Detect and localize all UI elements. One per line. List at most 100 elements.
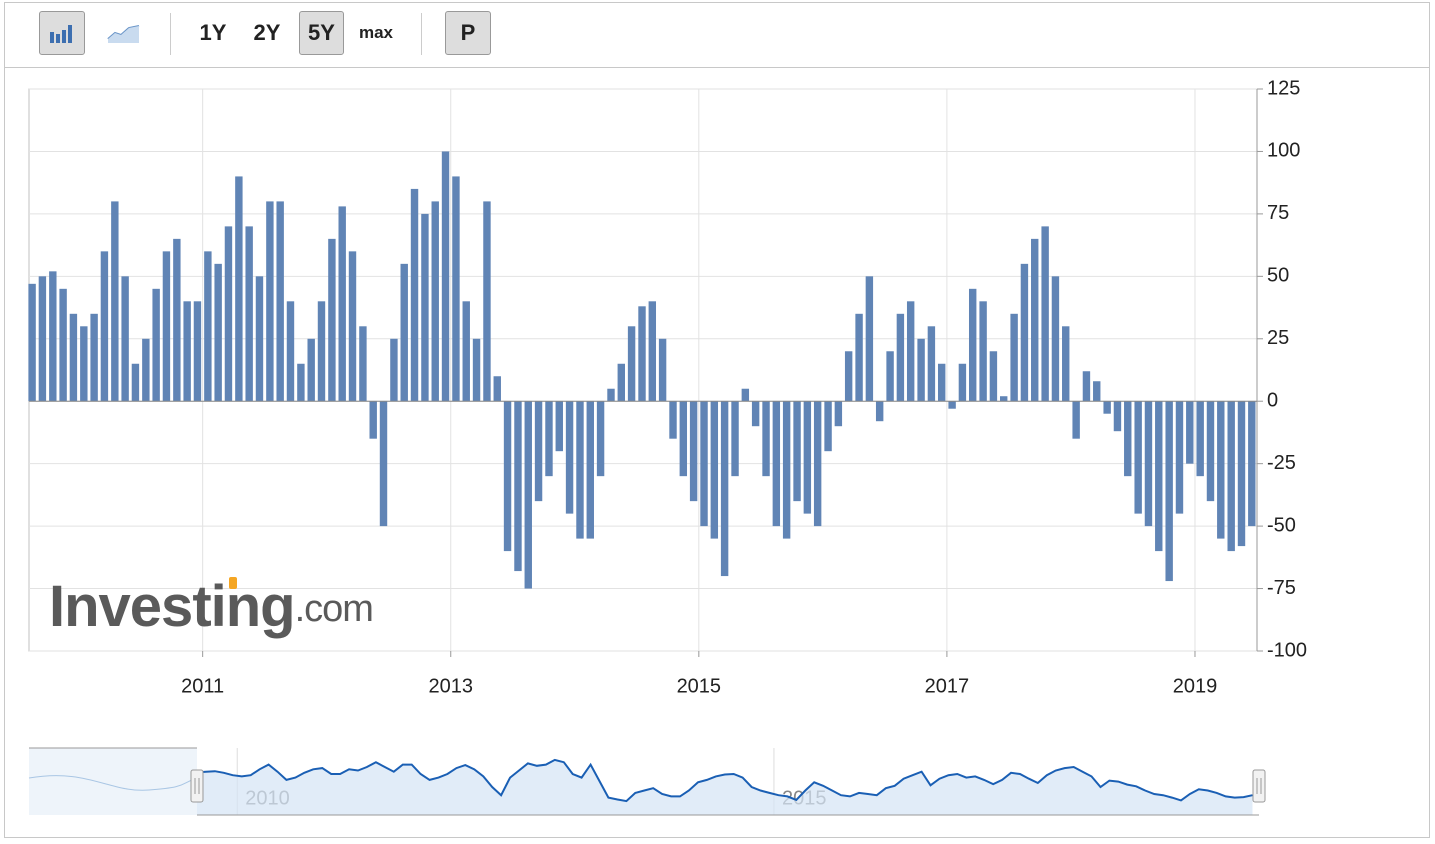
bar [503, 401, 512, 552]
bar [751, 401, 760, 427]
range-button[interactable]: 5Y [299, 11, 344, 55]
bar [1062, 326, 1070, 402]
y-tick-label: 25 [1267, 327, 1289, 349]
bar [131, 363, 140, 402]
bar [111, 201, 119, 402]
bar [441, 151, 450, 402]
bar-chart-button[interactable] [39, 11, 85, 55]
bar [204, 251, 212, 402]
bar [638, 306, 646, 402]
y-tick-label: 0 [1267, 390, 1278, 412]
bar [235, 176, 243, 402]
bar [896, 313, 905, 402]
bar [266, 201, 274, 402]
bar [1103, 401, 1111, 414]
bar [100, 251, 109, 402]
bar [596, 401, 605, 477]
bar [1051, 276, 1060, 402]
bar [514, 401, 522, 572]
x-tick-label: 2017 [925, 675, 970, 697]
bar [865, 276, 874, 402]
bar [379, 401, 388, 527]
range-button[interactable]: P [445, 11, 491, 55]
bar [1000, 396, 1008, 402]
x-tick-label: 2011 [181, 675, 224, 697]
bar [741, 388, 750, 402]
bar [803, 401, 812, 514]
bar [844, 351, 853, 402]
bar [1144, 401, 1153, 527]
bar [917, 338, 925, 402]
bar [669, 401, 677, 439]
bar [1155, 401, 1163, 552]
bar [307, 338, 315, 402]
y-tick-label: -75 [1267, 577, 1296, 599]
bar [555, 401, 563, 452]
line-icon [107, 25, 140, 43]
bar [617, 363, 625, 402]
range-button[interactable]: 2Y [253, 20, 281, 45]
y-tick-label: -25 [1267, 452, 1296, 474]
bar [968, 288, 977, 402]
bar [875, 401, 884, 422]
bar [834, 401, 843, 427]
bar [979, 301, 987, 402]
bar [1165, 401, 1173, 582]
x-tick-label: 2019 [1173, 675, 1218, 697]
bar [813, 401, 822, 527]
watermark-suffix: .com [295, 588, 373, 630]
bar [607, 388, 615, 402]
bar [245, 226, 253, 402]
bar [937, 363, 946, 402]
bar [720, 401, 729, 577]
navigator-handle[interactable] [1252, 769, 1266, 803]
range-button[interactable]: max [358, 23, 394, 42]
x-tick-label: 2015 [677, 675, 722, 697]
bar [1134, 401, 1142, 514]
bar [1072, 401, 1080, 439]
y-tick-label: 100 [1267, 140, 1300, 162]
bar [1020, 263, 1029, 402]
bar [400, 263, 408, 402]
bar [576, 401, 584, 539]
y-tick-label: 50 [1267, 265, 1289, 287]
bar [121, 276, 129, 402]
navigator-line [196, 758, 1253, 803]
line-chart-button[interactable] [103, 11, 145, 55]
bar [1031, 238, 1039, 402]
bar [1196, 401, 1204, 477]
range-button[interactable]: 1Y [199, 20, 227, 45]
watermark-flame [229, 577, 237, 589]
watermark: Investing.com [49, 574, 373, 639]
bar [1010, 313, 1018, 402]
bar [927, 326, 936, 402]
bar [1186, 401, 1194, 464]
bar [493, 376, 501, 402]
bar [193, 301, 202, 402]
bar [989, 351, 998, 402]
y-tick-label: -100 [1267, 639, 1307, 661]
bar [710, 401, 719, 539]
bar [462, 301, 470, 402]
bar [772, 401, 781, 527]
y-tick-label: 75 [1267, 202, 1289, 224]
y-tick-label: -50 [1267, 514, 1296, 536]
bar [286, 301, 295, 402]
bar [648, 301, 657, 402]
bar [224, 226, 233, 402]
bar [410, 188, 419, 402]
toolbar: 1Y 2Y 5Y max P [5, 3, 1429, 68]
bar [1237, 401, 1246, 547]
bar [855, 313, 863, 402]
bar [483, 201, 491, 402]
bar [1113, 401, 1122, 432]
bar [886, 351, 894, 402]
navigator-handle[interactable] [190, 769, 204, 803]
bar [359, 326, 367, 402]
bar [90, 313, 98, 402]
bar [328, 238, 336, 402]
bar [1227, 401, 1235, 552]
bar [762, 401, 770, 477]
separator [170, 13, 171, 55]
bar [1082, 371, 1091, 402]
